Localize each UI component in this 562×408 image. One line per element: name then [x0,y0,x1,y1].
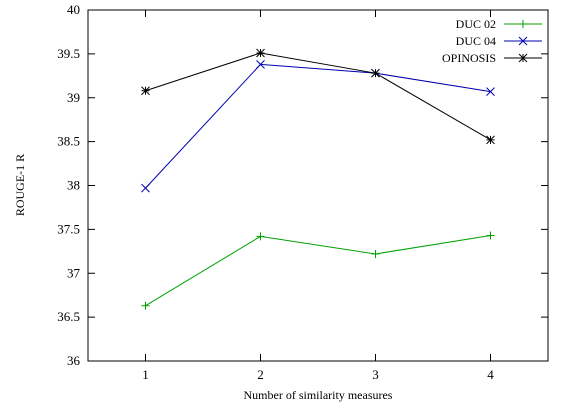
y-tick-label: 37 [67,265,81,280]
series-line [145,52,491,141]
data-point [141,86,150,96]
series-line [145,235,491,307]
data-point [141,301,150,310]
data-point [486,87,495,96]
series-layer [141,48,495,310]
legend: DUC 02 DUC 04 OPINOSIS [442,17,542,65]
data-point [371,249,380,258]
series-opinosis [141,48,495,145]
y-tick-label: 37.5 [57,221,80,236]
series-line [145,63,491,189]
y-tick-label: 38 [67,178,80,193]
legend-label: DUC 02 [456,17,496,31]
x-tick-label: 1 [142,367,149,382]
legend-marker [518,53,528,63]
y-axis-ticks: 36 36.5 37 37.5 38 38.5 39 39.5 40 [57,2,548,368]
legend-item: DUC 04 [456,34,542,48]
legend-label: OPINOSIS [442,51,496,65]
legend-item: DUC 02 [456,17,542,31]
data-point [371,68,380,78]
y-tick-label: 36 [67,353,81,368]
data-point [256,48,265,58]
y-tick-label: 39 [67,90,80,105]
y-tick-label: 36.5 [57,309,80,324]
x-tick-label: 2 [257,367,264,382]
series-duc-04 [141,60,495,193]
x-axis-label: Number of similarity measures [244,388,393,402]
x-tick-label: 3 [372,367,379,382]
y-tick-label: 38.5 [57,134,80,149]
y-tick-label: 39.5 [57,46,80,61]
legend-marker [518,36,528,46]
y-axis-label: ROUGE-1 R [13,154,27,216]
data-point [256,60,265,69]
x-tick-label: 4 [487,367,494,382]
data-point [486,135,495,145]
legend-item: OPINOSIS [442,51,542,65]
series-duc-02 [141,231,495,310]
legend-label: DUC 04 [456,34,496,48]
y-tick-label: 40 [67,2,80,17]
data-point [141,183,150,193]
legend-marker [519,20,527,28]
x-axis-ticks: 1 2 3 4 [142,10,494,382]
data-point [256,232,265,241]
data-point [486,231,495,240]
